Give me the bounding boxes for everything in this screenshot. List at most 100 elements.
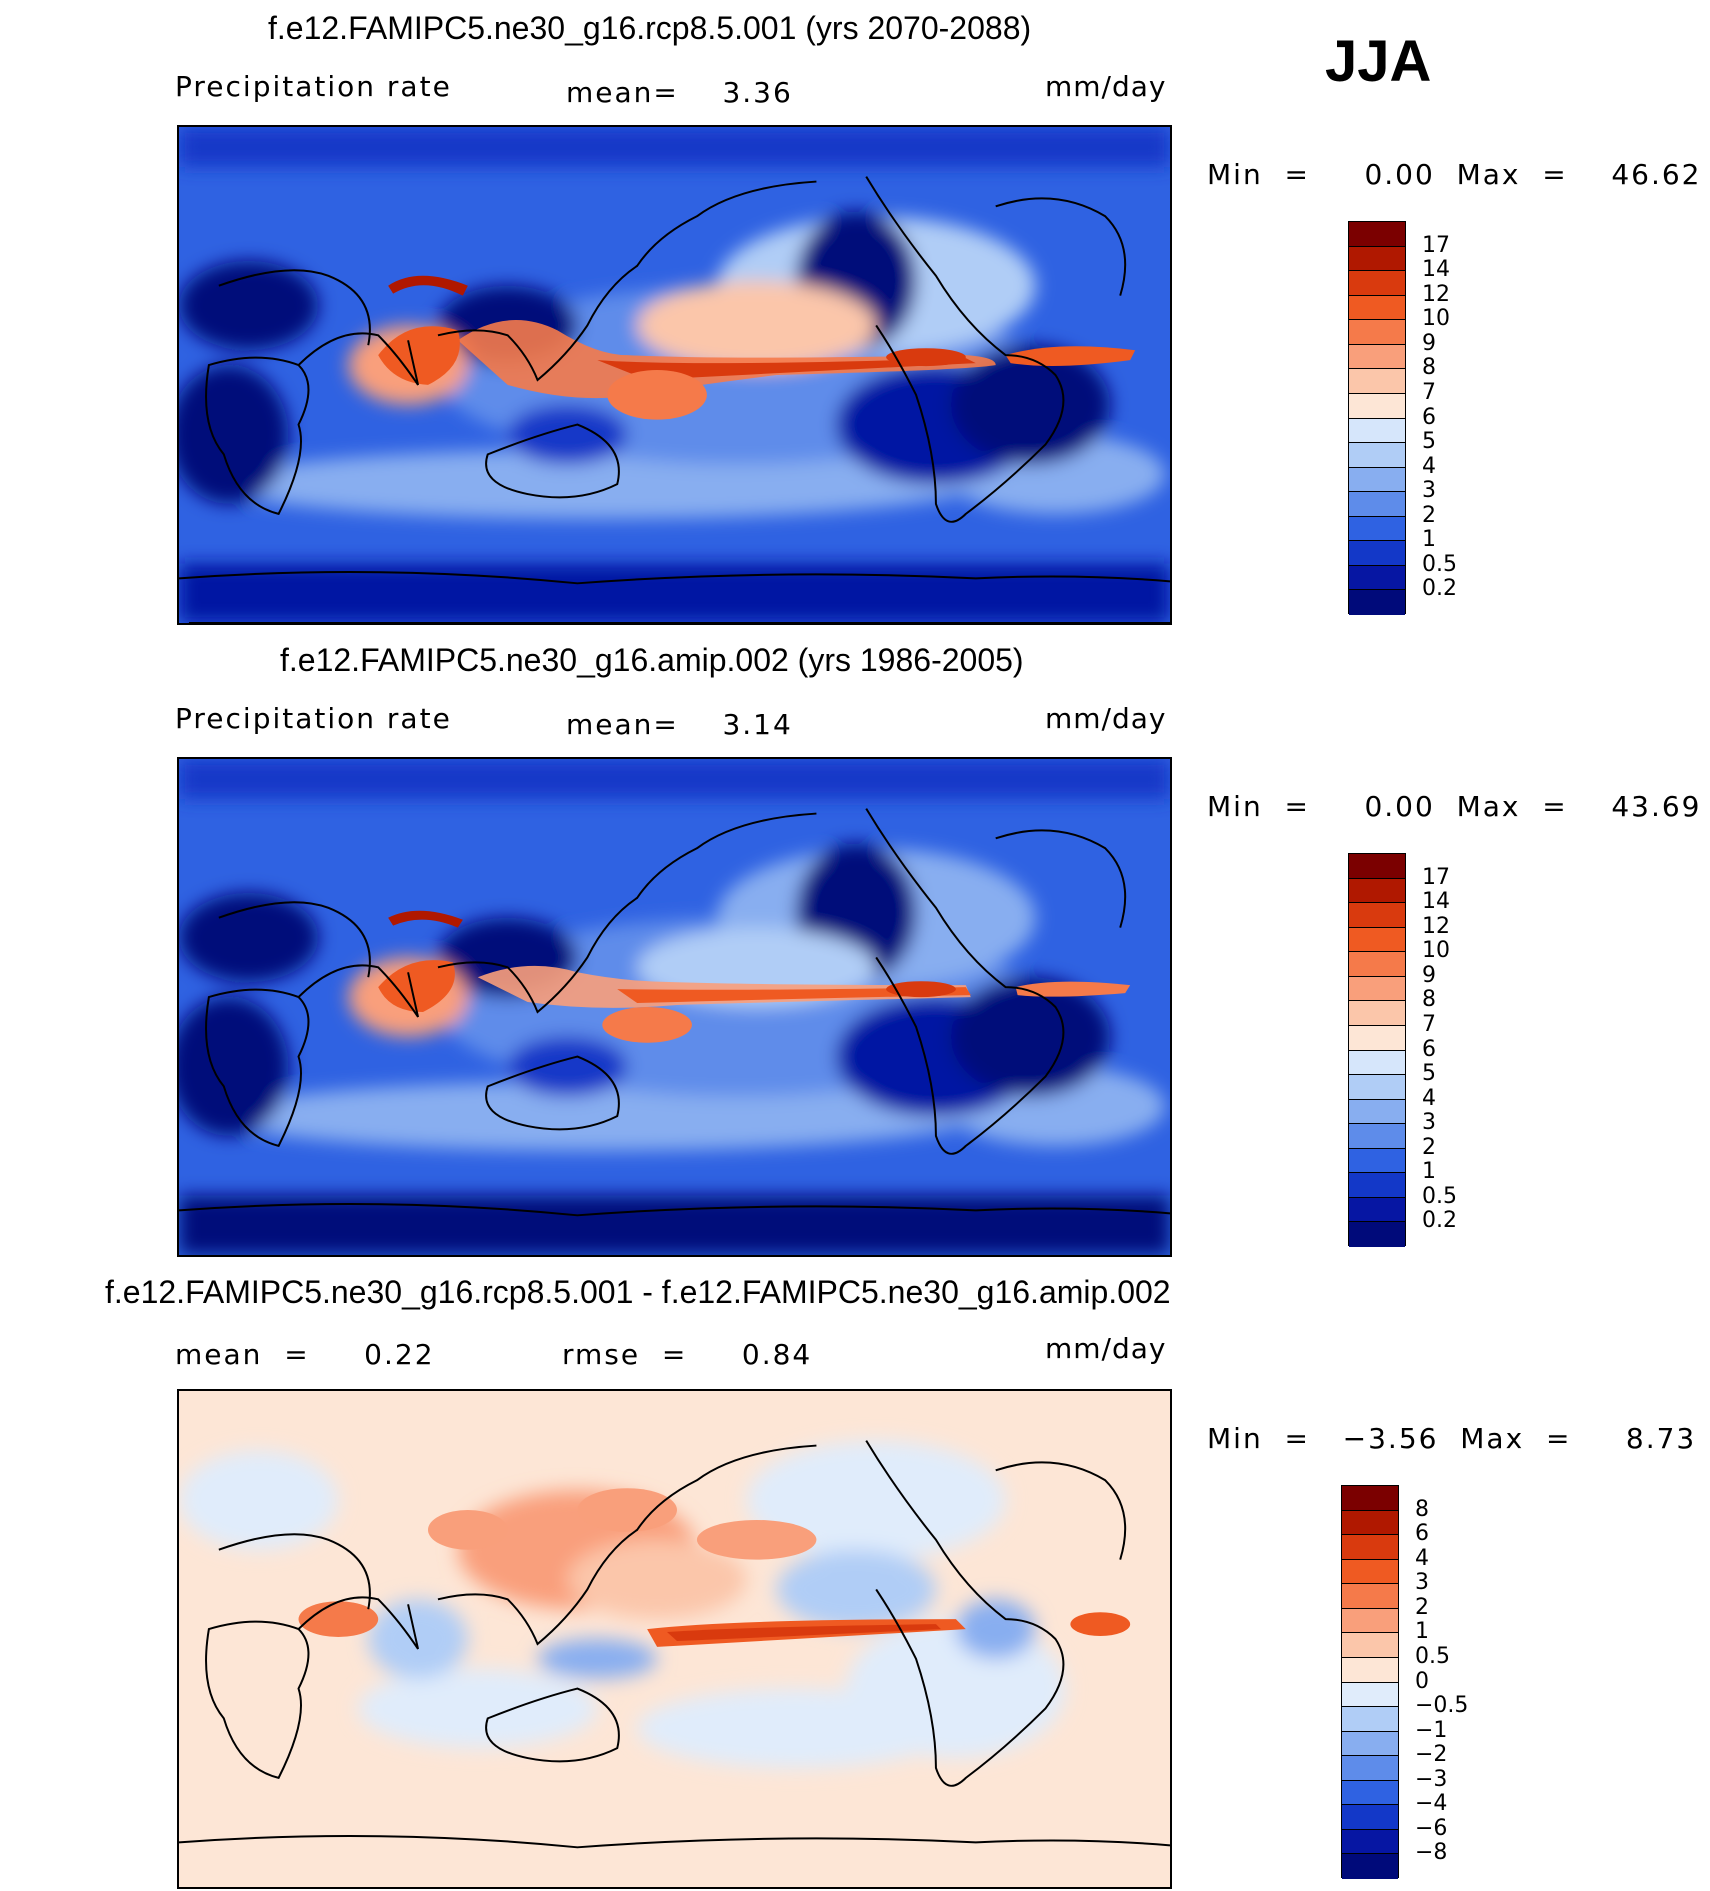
panel2-minmax: Min = 0.00 Max = 43.69: [1207, 790, 1702, 823]
panel1-variable: Precipitation rate: [175, 70, 452, 103]
colorbar-segment: [1342, 1854, 1398, 1879]
colorbar-tick-label: 9: [1422, 330, 1436, 356]
panel1-map: [177, 125, 1172, 625]
panel2-title: f.e12.FAMIPC5.ne30_g16.amip.002 (yrs 198…: [280, 642, 1024, 678]
colorbar-tick-label: −4: [1415, 1791, 1448, 1817]
panel1-mean: mean= 3.36: [566, 76, 793, 109]
colorbar-tick-label: 4: [1422, 453, 1436, 479]
colorbar-segment: [1349, 320, 1405, 345]
colorbar-segment: [1342, 1584, 1398, 1609]
colorbar-tick-label: 7: [1422, 379, 1436, 405]
panel2-itcz: [378, 910, 1131, 1043]
panel2-colorbar: [1348, 853, 1406, 1247]
colorbar-tick-label: 0.5: [1422, 551, 1457, 577]
colorbar-tick-label: 0.2: [1422, 1208, 1457, 1234]
colorbar-segment: [1342, 1486, 1398, 1511]
colorbar-tick-label: 12: [1422, 281, 1450, 307]
colorbar-segment: [1349, 952, 1405, 977]
colorbar-segment: [1342, 1829, 1398, 1855]
colorbar-segment: [1349, 1050, 1405, 1076]
colorbar-tick-label: 8: [1415, 1496, 1429, 1522]
colorbar-segment: [1349, 492, 1405, 517]
colorbar-segment: [1342, 1756, 1398, 1781]
colorbar-segment: [1349, 246, 1405, 272]
colorbar-segment: [1349, 1025, 1405, 1051]
colorbar-tick-label: 4: [1422, 1085, 1436, 1111]
panel3-map-svg: [179, 1391, 1170, 1887]
colorbar-tick-label: 6: [1422, 404, 1436, 430]
colorbar-segment: [1349, 927, 1405, 953]
panel3-mean: mean = 0.22: [175, 1338, 435, 1371]
colorbar-segment: [1349, 1075, 1405, 1100]
colorbar-segment: [1342, 1780, 1398, 1806]
colorbar-tick-label: 0.5: [1415, 1643, 1450, 1669]
panel3-colorbar: [1341, 1485, 1399, 1879]
colorbar-segment: [1349, 369, 1405, 394]
colorbar-tick-label: 6: [1415, 1521, 1429, 1547]
panel2-coastlines: [179, 808, 1170, 1217]
colorbar-tick-label: 3: [1422, 478, 1436, 504]
colorbar-segment: [1342, 1633, 1398, 1658]
colorbar-segment: [1349, 271, 1405, 296]
colorbar-segment: [1349, 516, 1405, 542]
colorbar-tick-label: 1: [1422, 1159, 1436, 1185]
colorbar-segment: [1349, 393, 1405, 419]
colorbar-tick-label: 6: [1422, 1036, 1436, 1062]
panel1-title: f.e12.FAMIPC5.ne30_g16.rcp8.5.001 (yrs 2…: [268, 10, 1032, 46]
colorbar-tick-label: 0.2: [1422, 576, 1457, 602]
panel1-map-svg: [179, 127, 1170, 623]
colorbar-tick-label: 17: [1422, 864, 1450, 890]
panel1-coastlines: [179, 176, 1170, 623]
colorbar-tick-label: 0.5: [1422, 1183, 1457, 1209]
colorbar-segment: [1349, 443, 1405, 468]
colorbar-tick-label: 4: [1415, 1545, 1429, 1571]
panel3-coastlines: [179, 1440, 1170, 1849]
colorbar-tick-label: 5: [1422, 1061, 1436, 1087]
panel2-map-svg: [179, 759, 1170, 1255]
colorbar-segment: [1349, 878, 1405, 904]
panel1-colorbar: [1348, 221, 1406, 615]
colorbar-segment: [1349, 565, 1405, 591]
colorbar-segment: [1349, 222, 1405, 247]
colorbar-segment: [1349, 1001, 1405, 1026]
panel3-title: f.e12.FAMIPC5.ne30_g16.rcp8.5.001 - f.e1…: [105, 1274, 1171, 1310]
colorbar-segment: [1349, 1222, 1405, 1247]
panel2-variable: Precipitation rate: [175, 702, 452, 735]
colorbar-segment: [1349, 854, 1405, 879]
colorbar-tick-label: 5: [1422, 429, 1436, 455]
colorbar-tick-label: 10: [1422, 306, 1450, 332]
colorbar-segment: [1349, 467, 1405, 493]
colorbar-segment: [1342, 1682, 1398, 1708]
colorbar-tick-label: 1: [1422, 527, 1436, 553]
colorbar-segment: [1342, 1510, 1398, 1536]
colorbar-segment: [1349, 590, 1405, 615]
panel2-map: [177, 757, 1172, 1257]
colorbar-segment: [1349, 1148, 1405, 1174]
colorbar-tick-label: 9: [1422, 962, 1436, 988]
colorbar-segment: [1349, 1173, 1405, 1198]
colorbar-segment: [1342, 1731, 1398, 1757]
colorbar-tick-label: 14: [1422, 257, 1450, 283]
colorbar-segment: [1349, 903, 1405, 928]
colorbar-tick-label: 2: [1422, 1134, 1436, 1160]
panel2-mean: mean= 3.14: [566, 708, 793, 741]
colorbar-segment: [1349, 1197, 1405, 1223]
colorbar-segment: [1342, 1535, 1398, 1560]
season-label: JJA: [1325, 29, 1432, 94]
panel1-minmax: Min = 0.00 Max = 46.62: [1207, 158, 1702, 191]
colorbar-tick-label: 3: [1415, 1570, 1429, 1596]
colorbar-segment: [1349, 976, 1405, 1002]
colorbar-tick-label: 2: [1415, 1594, 1429, 1620]
colorbar-segment: [1342, 1707, 1398, 1732]
colorbar-segment: [1349, 344, 1405, 370]
panel3-map: [177, 1389, 1172, 1889]
colorbar-tick-label: 8: [1422, 355, 1436, 381]
colorbar-tick-label: 17: [1422, 232, 1450, 258]
colorbar-segment: [1349, 1124, 1405, 1149]
panel1-itcz: [378, 275, 1136, 420]
colorbar-tick-label: −1: [1415, 1717, 1448, 1743]
colorbar-tick-label: 3: [1422, 1110, 1436, 1136]
colorbar-segment: [1342, 1805, 1398, 1830]
panel3-minmax: Min = −3.56 Max = 8.73: [1207, 1422, 1697, 1455]
colorbar-tick-label: 14: [1422, 889, 1450, 915]
